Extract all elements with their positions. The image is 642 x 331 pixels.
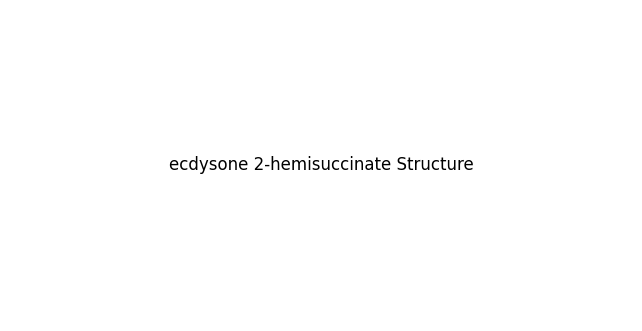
Text: ecdysone 2-hemisuccinate Structure: ecdysone 2-hemisuccinate Structure: [169, 157, 473, 174]
